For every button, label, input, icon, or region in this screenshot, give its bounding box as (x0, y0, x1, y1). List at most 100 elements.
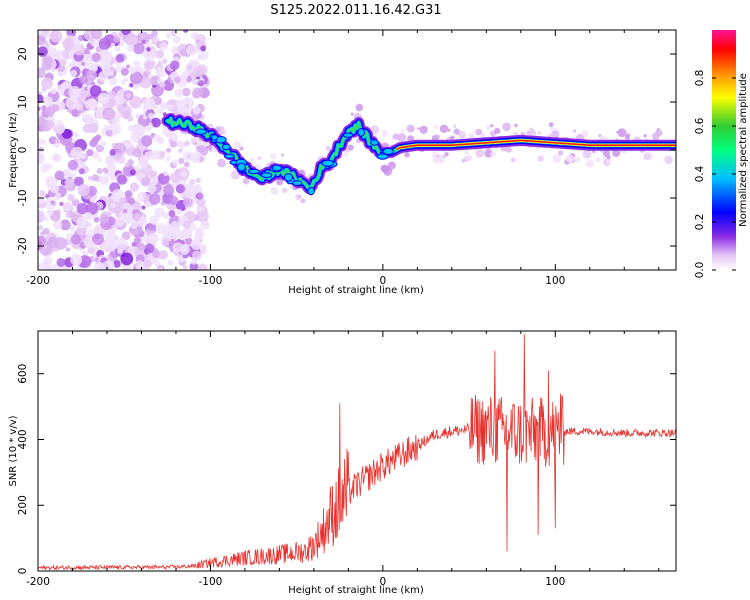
noise-blob (151, 150, 161, 160)
noise-blob (38, 138, 43, 145)
noise-blob (190, 71, 197, 78)
noise-blob (196, 88, 204, 96)
halo-blob (574, 156, 581, 163)
noise-blob (130, 220, 139, 229)
noise-blob (43, 244, 48, 249)
noise-blob (40, 231, 45, 236)
noise-blob (73, 132, 80, 138)
noise-blob (110, 175, 116, 181)
noise-blob (174, 76, 181, 84)
halo-blob (436, 155, 445, 164)
halo-blob (193, 141, 198, 146)
snr-x-tick-label: -100 (199, 576, 223, 588)
noise-blob (44, 193, 50, 199)
noise-blob (124, 91, 132, 100)
noise-blob (71, 109, 79, 117)
noise-blob (65, 247, 71, 252)
noise-blob (44, 216, 49, 222)
noise-blob (189, 262, 199, 270)
snr-y-tick-label: 0 (17, 568, 29, 575)
noise-blob (128, 66, 137, 74)
noise-blob (141, 135, 153, 147)
noise-blob (39, 190, 46, 197)
noise-blob (61, 128, 72, 140)
snr-x-tick-label: 100 (545, 576, 565, 588)
ridge-blob (382, 147, 394, 155)
noise-blob (157, 266, 164, 270)
noise-blob (62, 38, 75, 51)
noise-blob (106, 98, 117, 108)
noise-blob (146, 183, 157, 194)
spectrogram-y-tick-label: -20 (17, 237, 29, 254)
halo-blob (276, 178, 283, 186)
halo-blob (652, 132, 660, 141)
noise-blob (117, 174, 128, 185)
noise-blob (189, 152, 201, 164)
noise-blob (124, 140, 133, 149)
noise-blob (54, 123, 66, 134)
spectrogram-x-tick-label: -100 (199, 275, 223, 287)
noise-blob (149, 177, 159, 186)
noise-blob (50, 87, 57, 95)
ridge-blob (247, 168, 261, 175)
noise-blob (182, 220, 191, 229)
noise-blob (178, 141, 186, 149)
noise-blob (116, 103, 124, 112)
noise-blob (183, 197, 193, 207)
noise-blob (49, 264, 60, 270)
colorbar-tick-label: 0.8 (694, 70, 706, 87)
snr-x-tick-label: 0 (380, 576, 387, 588)
noise-blob (190, 238, 202, 251)
halo-blob (342, 151, 349, 157)
halo-blob (573, 129, 577, 133)
halo-blob (454, 129, 459, 134)
noise-blob (40, 139, 46, 145)
halo-blob (381, 129, 389, 137)
ridge-blob (376, 153, 389, 160)
noise-blob (133, 60, 141, 67)
noise-blob (113, 142, 127, 156)
noise-blob (124, 190, 132, 198)
halo-blob (464, 150, 469, 155)
noise-blob (144, 60, 154, 70)
noise-blob (142, 115, 148, 120)
colorbar-tick-label: 0.0 (694, 262, 706, 279)
noise-blob (129, 83, 134, 88)
halo-blob (397, 133, 407, 142)
halo-blob (392, 133, 400, 140)
noise-blob (105, 164, 118, 178)
noise-blob (174, 88, 184, 98)
noise-blob (157, 60, 162, 66)
noise-blob (165, 32, 173, 39)
noise-blob (124, 162, 130, 168)
noise-blob (44, 106, 55, 117)
noise-blob (172, 35, 181, 44)
noise-blob (125, 64, 131, 69)
snr-panel: -200 -100 0 100 0 200 400 600 Height of straigh… (8, 330, 677, 596)
halo-blob (439, 124, 449, 134)
noise-blob (166, 103, 173, 110)
halo-blob (595, 157, 601, 163)
noise-blob (192, 106, 201, 115)
noise-blob (178, 157, 185, 165)
halo-blob (643, 134, 647, 138)
halo-blob (434, 134, 440, 140)
noise-blob (167, 229, 177, 240)
ridge-blob (321, 159, 335, 167)
snr-y-tick-label: 200 (17, 495, 29, 515)
halo-blob (537, 131, 541, 135)
noise-blob (70, 69, 77, 77)
ridge-blob (194, 128, 207, 135)
noise-blob (108, 198, 113, 204)
noise-blob (98, 49, 110, 62)
noise-blob (93, 245, 99, 251)
noise-blob (176, 208, 182, 215)
noise-blob (116, 248, 123, 255)
noise-blob (169, 172, 181, 183)
noise-blob (102, 63, 115, 76)
halo-blob (490, 151, 496, 157)
halo-blob (537, 155, 544, 162)
noise-blob (159, 81, 166, 88)
halo-blob (558, 150, 564, 156)
